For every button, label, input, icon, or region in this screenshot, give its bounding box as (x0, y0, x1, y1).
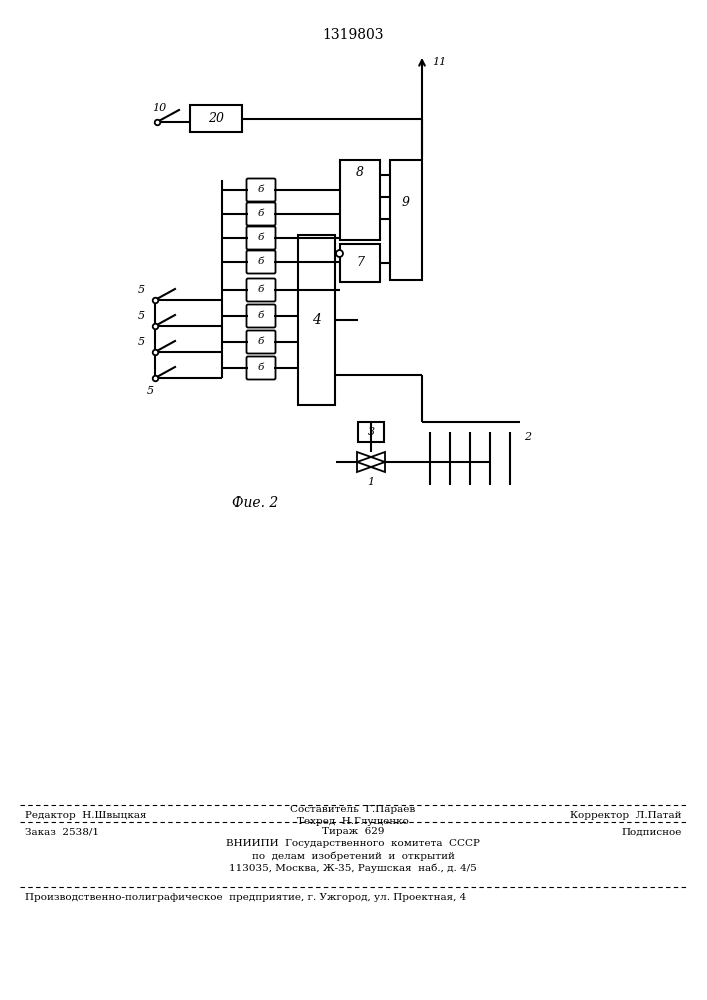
Text: 9: 9 (402, 196, 410, 209)
Text: Подписное: Подписное (621, 828, 682, 836)
Text: б: б (258, 186, 264, 194)
Bar (358, 422, 384, 442)
Text: 5: 5 (146, 386, 153, 396)
FancyBboxPatch shape (247, 330, 276, 354)
FancyBboxPatch shape (247, 250, 276, 273)
Text: 5: 5 (138, 285, 145, 295)
Text: Корректор  Л.Патай: Корректор Л.Патай (571, 810, 682, 820)
Text: по  делам  изобретений  и  открытий: по делам изобретений и открытий (252, 851, 455, 861)
Text: б: б (258, 338, 264, 347)
Text: б: б (258, 286, 264, 294)
Text: ВНИИПИ  Государственного  комитета  СССР: ВНИИПИ Государственного комитета СССР (226, 840, 480, 848)
FancyBboxPatch shape (247, 357, 276, 379)
Text: б: б (258, 233, 264, 242)
Text: 2: 2 (524, 432, 531, 442)
Text: Заказ  2538/1: Заказ 2538/1 (25, 828, 99, 836)
Bar (190, 105, 242, 132)
Text: 7: 7 (356, 256, 364, 269)
Text: б: б (258, 257, 264, 266)
Text: 1319803: 1319803 (322, 28, 384, 42)
Text: 10: 10 (152, 103, 166, 113)
Text: Производственно-полиграфическое  предприятие, г. Ужгород, ул. Проектная, 4: Производственно-полиграфическое предприя… (25, 894, 466, 902)
Text: Редактор  Н.Швыцкая: Редактор Н.Швыцкая (25, 810, 146, 820)
Text: 113035, Москва, Ж-35, Раушская  наб., д. 4/5: 113035, Москва, Ж-35, Раушская наб., д. … (229, 863, 477, 873)
Text: Составитель  Г.Параев: Составитель Г.Параев (291, 806, 416, 814)
Text: Тираж  629: Тираж 629 (322, 828, 384, 836)
FancyBboxPatch shape (247, 178, 276, 202)
FancyBboxPatch shape (247, 202, 276, 226)
Text: 4: 4 (312, 313, 321, 327)
FancyBboxPatch shape (247, 227, 276, 249)
Bar (340, 160, 380, 240)
Text: Техред  Н.Глущенко: Техред Н.Глущенко (297, 818, 409, 826)
Text: б: б (258, 363, 264, 372)
Bar (390, 160, 422, 280)
Text: б: б (258, 312, 264, 320)
Text: б: б (258, 210, 264, 219)
Bar (298, 235, 335, 405)
Text: 5: 5 (138, 337, 145, 347)
FancyBboxPatch shape (247, 304, 276, 328)
Text: Фие. 2: Фие. 2 (232, 496, 278, 510)
Text: 8: 8 (356, 165, 364, 178)
Text: 3: 3 (368, 427, 375, 437)
Bar (340, 244, 380, 282)
Text: 20: 20 (208, 112, 224, 125)
Text: 5: 5 (138, 311, 145, 321)
Text: 1: 1 (368, 477, 375, 487)
FancyBboxPatch shape (247, 278, 276, 302)
Text: 11: 11 (432, 57, 446, 67)
